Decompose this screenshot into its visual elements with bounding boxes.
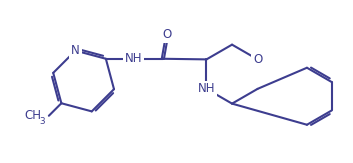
- Text: CH: CH: [24, 109, 41, 122]
- Text: NH: NH: [198, 82, 215, 95]
- Text: O: O: [162, 28, 171, 41]
- Text: N: N: [71, 44, 80, 57]
- Text: 3: 3: [39, 117, 45, 126]
- Text: O: O: [253, 53, 262, 66]
- Text: NH: NH: [125, 52, 142, 65]
